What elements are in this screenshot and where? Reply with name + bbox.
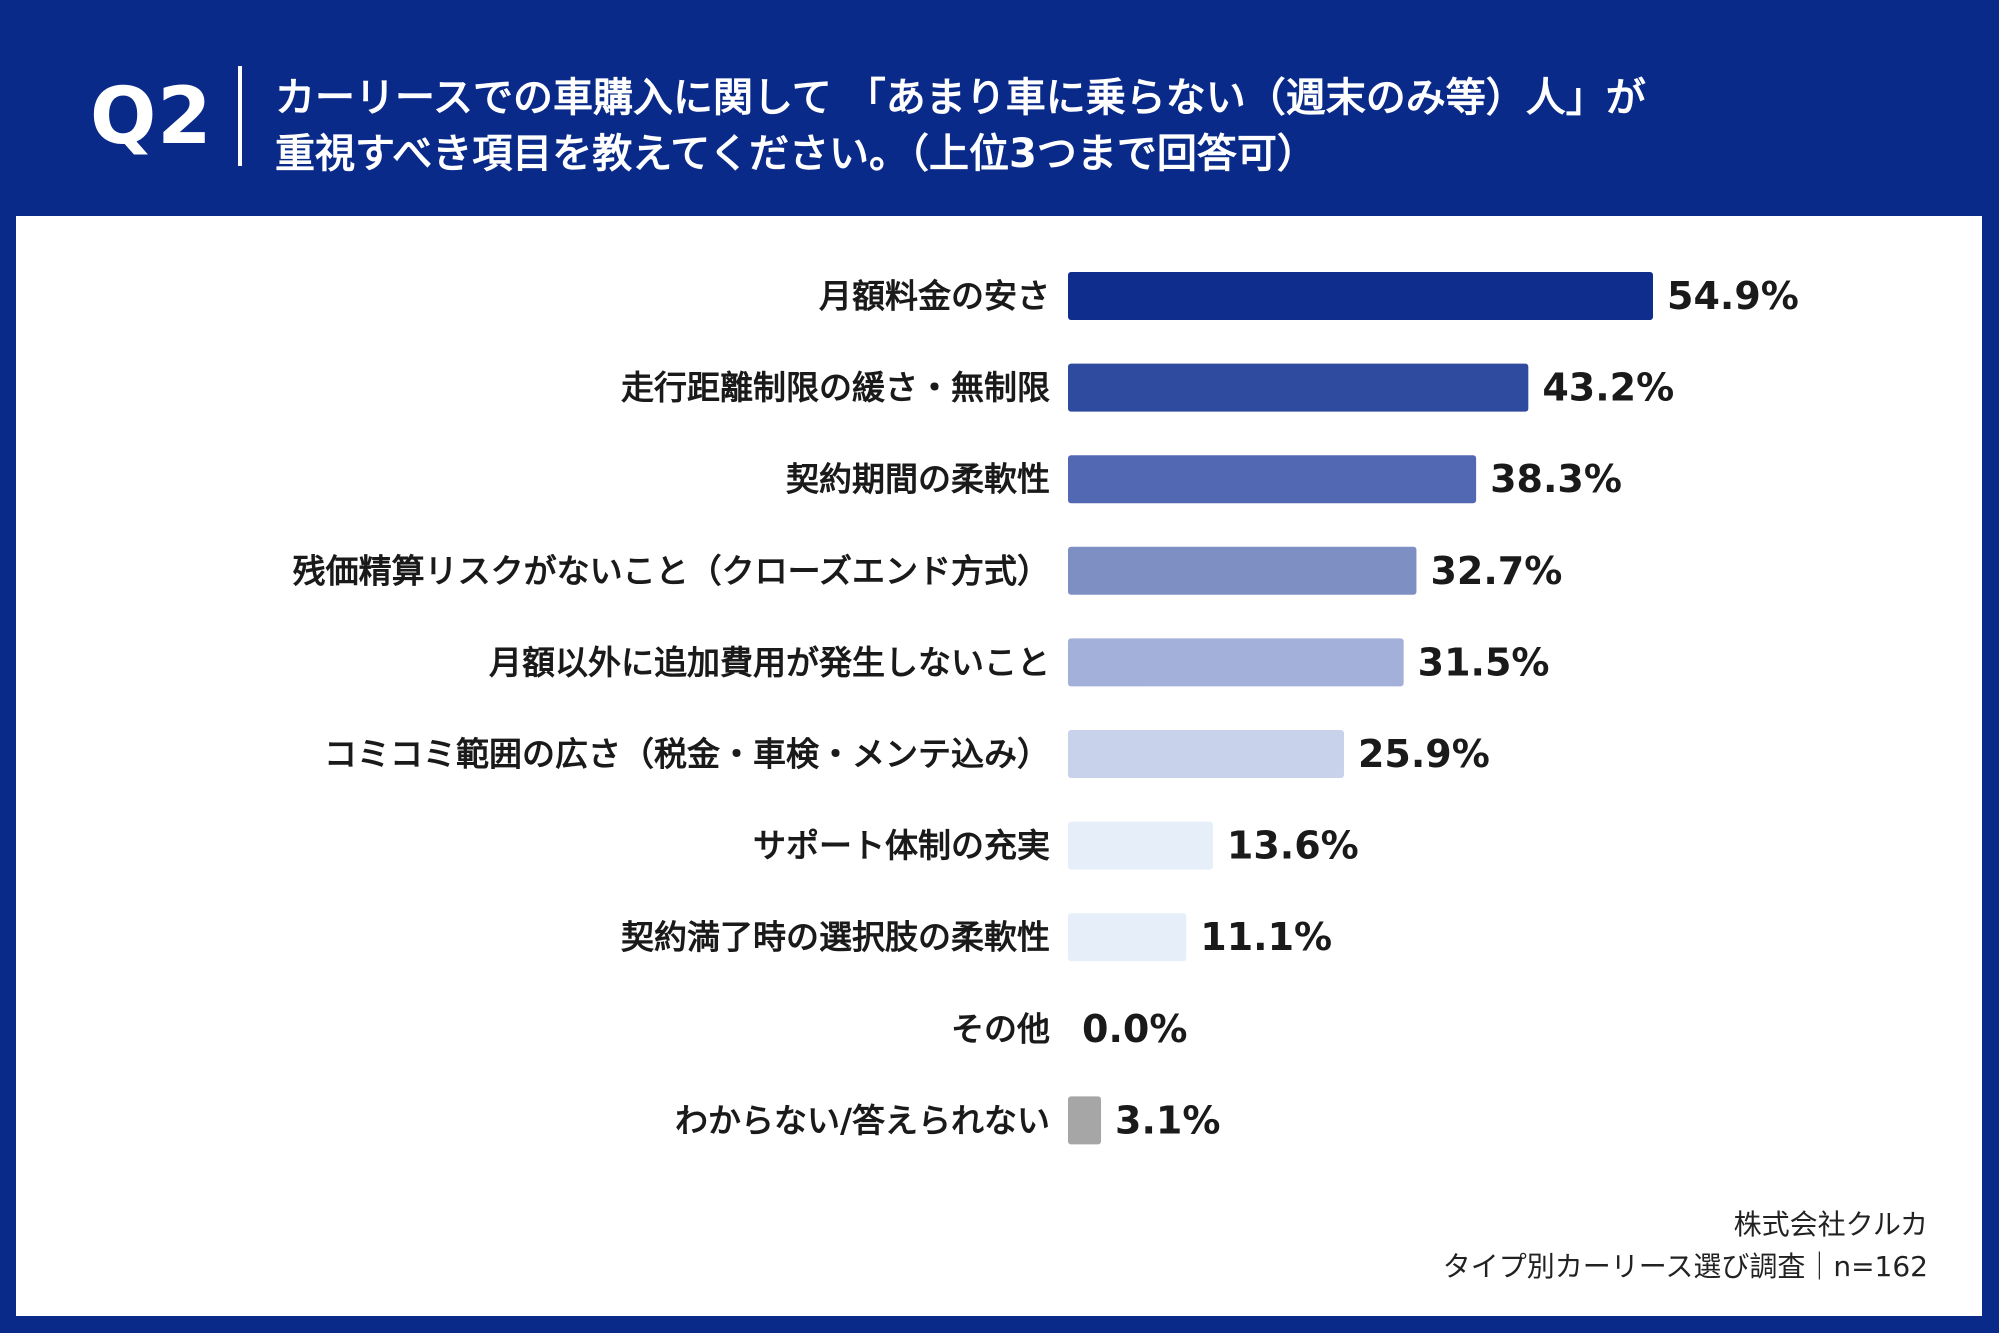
category-label: 月額料金の安さ [819,277,1050,316]
bar-chart: 月額料金の安さ 54.9% 走行距離制限の緩さ・無制限 43.2% 契約期間の柔軟性 38… [293,272,1799,1145]
category-label: わからない/答えられない [675,1101,1050,1140]
question-number: Q2 [90,72,213,162]
bar [1068,546,1417,595]
category-label: 走行距離制限の緩さ・無制限 [621,368,1050,407]
header: Q2 カーリースでの車購入に関して 「あまり車に乗らない（週末のみ等）人」が 重… [0,0,1999,215]
category-label: 契約期間の柔軟性 [786,460,1050,499]
category-label: 残価精算リスクがないこと（クローズエンド方式） [293,551,1050,590]
value-label: 3.1% [1115,1098,1220,1142]
category-label: 月額以外に追加費用が発生しないこと [489,643,1050,682]
value-label: 13.6% [1227,824,1359,868]
category-label: コミコミ範囲の広さ（税金・車検・メンテ込み） [324,735,1050,774]
value-label: 38.3% [1490,457,1622,501]
header-divider [238,66,242,166]
value-label: 54.9% [1667,274,1799,318]
footer-survey: タイプ別カーリース選び調査｜n=162 [1442,1250,1928,1283]
value-label: 31.5% [1418,640,1550,684]
bar [1068,638,1404,687]
value-label: 25.9% [1358,732,1490,776]
bar [1068,272,1653,320]
value-label: 43.2% [1542,366,1674,410]
bar [1068,363,1529,412]
value-label: 11.1% [1200,915,1332,959]
footer-company: 株式会社クルカ [1733,1208,1928,1241]
question-title-line-1: カーリースでの車購入に関して 「あまり車に乗らない（週末のみ等）人」が [275,75,1646,121]
category-label: 契約満了時の選択肢の柔軟性 [621,918,1050,957]
bar [1068,455,1477,504]
category-label: サポート体制の充実 [753,826,1050,865]
value-label: 0.0% [1082,1007,1187,1051]
bar [1068,1096,1102,1145]
footer: 株式会社クルカ タイプ別カーリース選び調査｜n=162 [1443,1204,1928,1288]
chart-panel: 月額料金の安さ 54.9% 走行距離制限の緩さ・無制限 43.2% 契約期間の柔軟性 38… [16,216,1982,1316]
value-label: 32.7% [1430,549,1562,593]
bar [1068,821,1213,870]
question-title: カーリースでの車購入に関して 「あまり車に乗らない（週末のみ等）人」が 重視すべ… [275,70,1925,182]
question-title-line-2: 重視すべき項目を教えてください。（上位3つまで回答可） [275,131,1317,177]
category-label: その他 [951,1009,1050,1048]
bar [1068,730,1344,778]
bar [1068,913,1187,962]
